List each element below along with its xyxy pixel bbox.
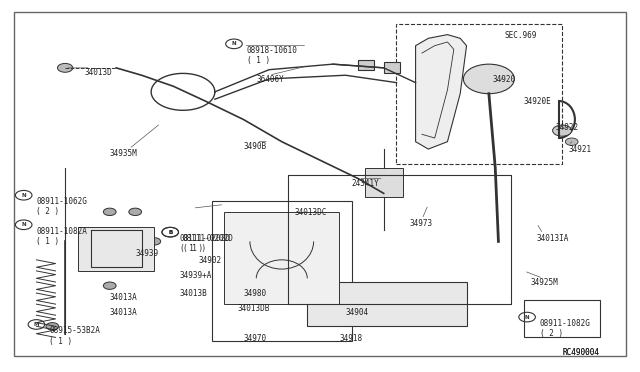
Circle shape bbox=[46, 323, 59, 330]
Text: N: N bbox=[21, 193, 26, 198]
Text: 3490B: 3490B bbox=[244, 142, 267, 151]
Text: 34920: 34920 bbox=[492, 75, 515, 84]
Text: RC490004: RC490004 bbox=[562, 349, 599, 357]
Text: 34970: 34970 bbox=[244, 334, 267, 343]
Text: 08918-10610
( 1 ): 08918-10610 ( 1 ) bbox=[246, 46, 298, 65]
Text: 34013A: 34013A bbox=[109, 308, 138, 317]
Text: 34922: 34922 bbox=[556, 123, 579, 132]
Bar bbox=[396, 23, 562, 164]
Circle shape bbox=[463, 64, 515, 94]
Text: 34921: 34921 bbox=[568, 145, 591, 154]
Circle shape bbox=[103, 282, 116, 289]
Text: 08911-1082A
( 1 ): 08911-1082A ( 1 ) bbox=[36, 227, 87, 246]
Text: 34973: 34973 bbox=[409, 219, 433, 228]
Text: 34013A: 34013A bbox=[109, 293, 138, 302]
Text: 34902: 34902 bbox=[199, 256, 222, 265]
Text: N: N bbox=[232, 41, 236, 46]
Bar bbox=[212, 201, 352, 341]
Text: 34013DB: 34013DB bbox=[237, 304, 269, 313]
Text: 08111-0202D
( 1 ): 08111-0202D ( 1 ) bbox=[180, 234, 230, 253]
Text: 34013B: 34013B bbox=[180, 289, 207, 298]
Bar bbox=[358, 61, 374, 70]
Bar bbox=[415, 77, 431, 88]
Text: B: B bbox=[168, 230, 172, 235]
Text: 34904: 34904 bbox=[346, 308, 369, 317]
Text: 34935M: 34935M bbox=[109, 149, 138, 158]
Text: 24341Y: 24341Y bbox=[352, 179, 380, 187]
Bar bbox=[524, 301, 600, 337]
Bar bbox=[307, 282, 467, 326]
Circle shape bbox=[565, 138, 578, 145]
Text: 34939+A: 34939+A bbox=[180, 271, 212, 280]
Polygon shape bbox=[415, 35, 467, 149]
Text: N: N bbox=[525, 315, 529, 320]
Text: 08911-1082G
( 2 ): 08911-1082G ( 2 ) bbox=[540, 319, 591, 338]
Circle shape bbox=[552, 125, 572, 136]
Text: N: N bbox=[21, 222, 26, 227]
Text: 36406Y: 36406Y bbox=[256, 75, 284, 84]
Text: SEC.969: SEC.969 bbox=[505, 31, 537, 40]
Text: 34013IA: 34013IA bbox=[537, 234, 569, 243]
Circle shape bbox=[58, 63, 73, 72]
Bar bbox=[384, 62, 399, 73]
Bar bbox=[225, 212, 339, 304]
Bar bbox=[78, 227, 154, 271]
Text: 08915-53B2A
( 1 ): 08915-53B2A ( 1 ) bbox=[49, 326, 100, 346]
Text: RC490004: RC490004 bbox=[562, 349, 599, 357]
Text: 34980: 34980 bbox=[244, 289, 267, 298]
Circle shape bbox=[129, 208, 141, 215]
Text: 08111-0202D
( 1 ): 08111-0202D ( 1 ) bbox=[183, 234, 234, 253]
Circle shape bbox=[103, 208, 116, 215]
Text: 34920E: 34920E bbox=[524, 97, 552, 106]
Text: M: M bbox=[34, 322, 39, 327]
Text: 34918: 34918 bbox=[339, 334, 362, 343]
Text: 34939: 34939 bbox=[135, 249, 158, 258]
Bar bbox=[365, 167, 403, 197]
Text: 34013DC: 34013DC bbox=[294, 208, 327, 217]
Text: 34925M: 34925M bbox=[531, 278, 558, 287]
Text: 08911-1062G
( 2 ): 08911-1062G ( 2 ) bbox=[36, 197, 87, 217]
Text: 34013D: 34013D bbox=[84, 68, 112, 77]
Text: B: B bbox=[168, 230, 172, 235]
Circle shape bbox=[148, 238, 161, 245]
